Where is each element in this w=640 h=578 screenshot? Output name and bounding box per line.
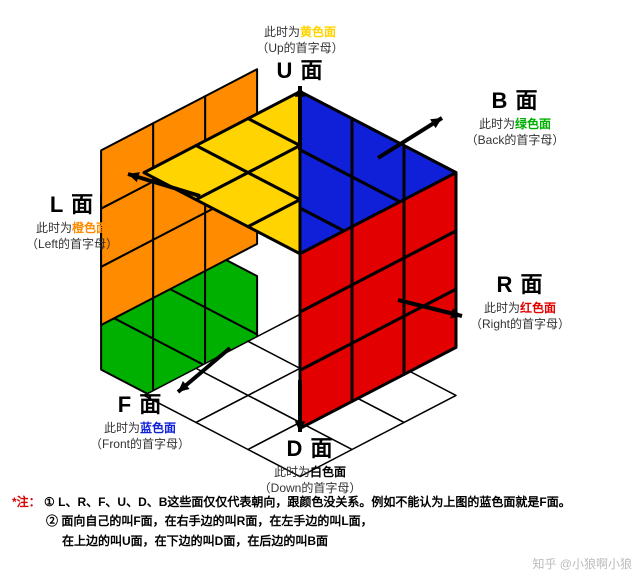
footnote-line2a: ② 面向自己的叫F面，在右手边的叫R面，在左手边的叫L面， xyxy=(46,514,373,528)
label-D: D 面此时为白色面（Down的首字母） xyxy=(210,434,410,496)
label-B: B 面此时为绿色面（Back的首字母） xyxy=(410,86,620,148)
footnote-line2b: 在上边的叫U面，在下边的叫D面，在后边的叫B面 xyxy=(62,534,328,548)
footnote-header: *注： xyxy=(12,495,41,509)
label-U: 此时为黄色面（Up的首字母）U 面 xyxy=(200,24,400,86)
footnote: *注： ① L、R、F、U、D、B这些面仅仅代表朝向，跟颜色没关系。例如不能认为… xyxy=(12,493,571,552)
footnote-line1: ① L、R、F、U、D、B这些面仅仅代表朝向，跟颜色没关系。例如不能认为上图的蓝… xyxy=(44,495,571,509)
watermark: 知乎 @小狼啊小狼 xyxy=(532,555,632,572)
label-L: L 面此时为橙色面（Left的首字母） xyxy=(0,190,152,252)
diagram-stage: 此时为黄色面（Up的首字母）U 面 B 面此时为绿色面（Back的首字母） L … xyxy=(0,0,640,578)
label-R: R 面此时为红色面（Right的首字母） xyxy=(420,270,620,332)
